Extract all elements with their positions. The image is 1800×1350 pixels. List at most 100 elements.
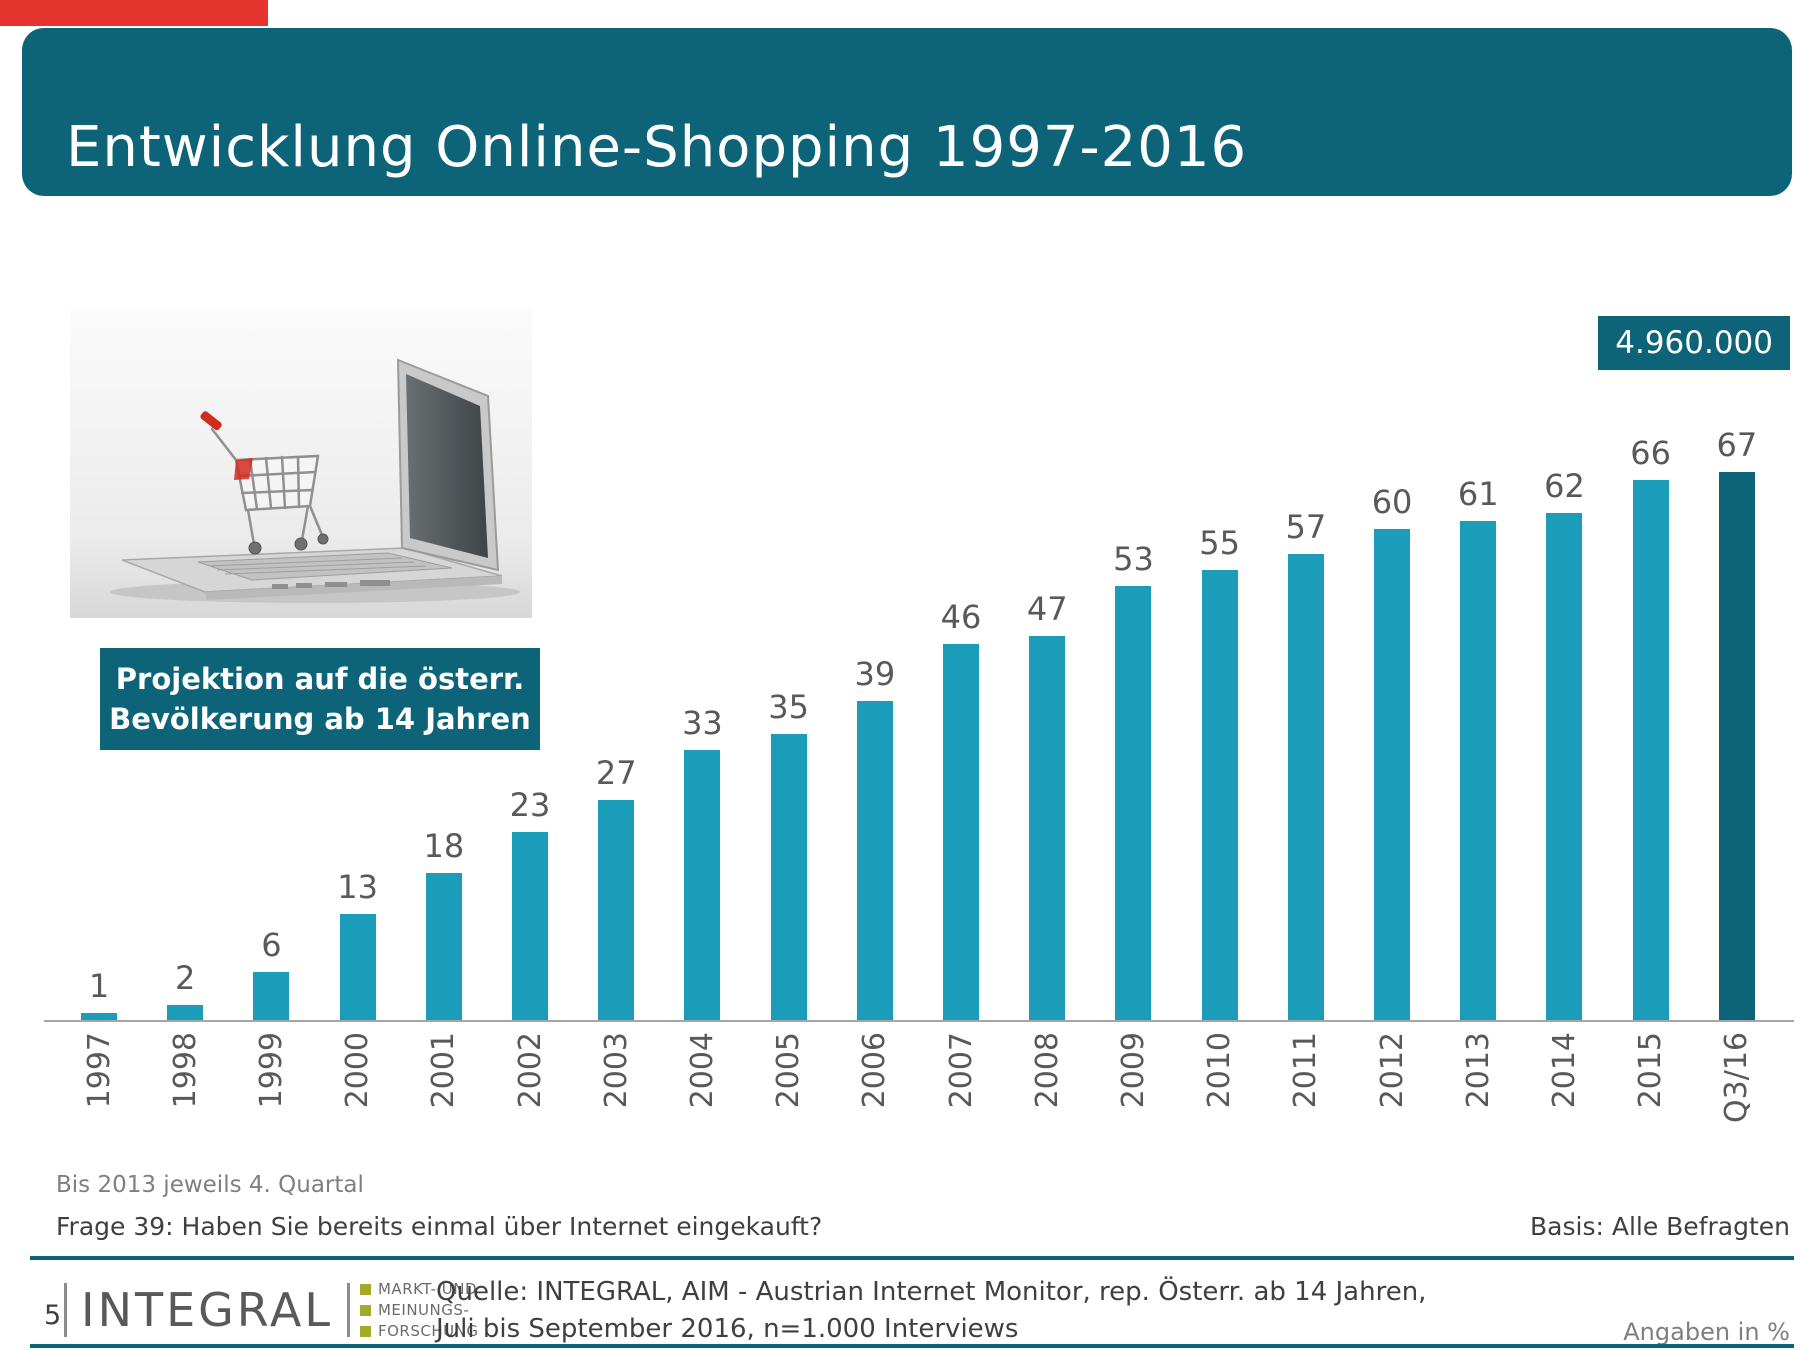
source-line2: Juli bis September 2016, n=1.000 Intervi… xyxy=(436,1313,1019,1344)
bar-column: 57 xyxy=(1273,508,1339,1021)
x-axis-tick-label: 2003 xyxy=(598,1032,634,1109)
bar-column: 60 xyxy=(1359,483,1425,1021)
bar-column: 2 xyxy=(152,959,218,1021)
page-number: 5 xyxy=(44,1300,62,1331)
logo-sub-line: MEINUNGS- xyxy=(377,1301,470,1319)
bar-column: 53 xyxy=(1100,540,1166,1021)
bar-value-label: 57 xyxy=(1285,508,1327,546)
bar-column: 1 xyxy=(66,967,132,1021)
source-note: Quelle: INTEGRAL, AIM - Austrian Interne… xyxy=(436,1274,1426,1348)
bar-column: 27 xyxy=(583,754,649,1021)
projection-line2: Bevölkerung ab 14 Jahren xyxy=(109,702,531,737)
bar-value-label: 66 xyxy=(1630,434,1672,472)
bar xyxy=(1546,513,1583,1021)
x-axis-tick-label: 1999 xyxy=(253,1032,289,1109)
green-square-icon xyxy=(359,1304,371,1316)
footnote-basis: Basis: Alle Befragten xyxy=(1530,1212,1790,1241)
bar-value-label: 53 xyxy=(1113,540,1154,578)
laptop-shopping-cart-image xyxy=(70,308,532,618)
x-axis-tick-label: 2012 xyxy=(1374,1032,1410,1109)
x-axis-line xyxy=(44,1020,1794,1022)
bar-value-label: 13 xyxy=(337,868,378,906)
footnote-question: Frage 39: Haben Sie bereits einmal über … xyxy=(56,1212,823,1241)
source-line1: Quelle: INTEGRAL, AIM - Austrian Interne… xyxy=(436,1277,1427,1307)
x-axis-tick-label: 2014 xyxy=(1546,1032,1582,1109)
slide-header: Entwicklung Online-Shopping 1997-2016 xyxy=(22,28,1792,196)
x-axis-tick-label: 2011 xyxy=(1288,1032,1324,1109)
bar xyxy=(253,972,290,1021)
bar-value-label: 39 xyxy=(854,655,896,693)
logo-sub-row: FORSCHUNG xyxy=(359,1322,479,1340)
x-axis-tick-label: 2001 xyxy=(426,1032,462,1109)
x-axis-labels: 1997 1998 1999 2000 2001 2002 2003 2004 2005 2006… xyxy=(66,1032,1770,1167)
bar xyxy=(1201,570,1238,1021)
bar xyxy=(81,1013,117,1021)
bar xyxy=(1287,554,1324,1021)
bar-column: 6 xyxy=(238,926,304,1021)
bar xyxy=(1460,521,1497,1021)
x-axis-tick-label: Q3/16 xyxy=(1719,1032,1755,1123)
bottom-border xyxy=(30,1344,1794,1348)
x-axis-tick-label: 2006 xyxy=(857,1032,893,1109)
bar-column: 55 xyxy=(1187,524,1253,1021)
bar-value-label: 60 xyxy=(1371,483,1413,521)
bar-column: 61 xyxy=(1445,475,1511,1021)
projection-total-badge: 4.960.000 xyxy=(1598,316,1790,370)
x-axis-tick-label: 2009 xyxy=(1115,1032,1151,1109)
bar xyxy=(1029,636,1066,1021)
bar-column: 66 xyxy=(1618,434,1684,1021)
red-accent-strip xyxy=(0,0,268,26)
bar-value-label: 6 xyxy=(261,926,282,964)
bar xyxy=(943,644,980,1021)
logo-sub-line: FORSCHUNG xyxy=(377,1322,479,1340)
bar-value-label: 61 xyxy=(1457,475,1499,513)
logo-subtitle: MARKT- UND MEINUNGS- FORSCHUNG xyxy=(359,1280,479,1340)
x-axis-tick-label: 1998 xyxy=(167,1032,203,1109)
x-axis-tick-label: 2010 xyxy=(1202,1032,1238,1109)
logo-sub-row: MARKT- UND xyxy=(359,1280,478,1298)
bar xyxy=(770,734,807,1021)
bar xyxy=(684,750,721,1021)
bar xyxy=(856,701,893,1021)
bar-column: 62 xyxy=(1531,467,1597,1021)
bar-value-label: 2 xyxy=(175,959,196,997)
bar-column: 18 xyxy=(411,827,477,1021)
x-axis-tick-label: 2005 xyxy=(771,1032,807,1109)
projection-line1: Projektion auf die österr. xyxy=(115,662,525,696)
green-square-icon xyxy=(359,1325,371,1337)
bar-value-label: 33 xyxy=(682,704,723,742)
green-square-icon xyxy=(359,1283,371,1295)
bar-value-label: 62 xyxy=(1544,467,1585,505)
bar-value-label: 18 xyxy=(423,827,465,865)
bar xyxy=(512,832,549,1021)
bar xyxy=(1374,529,1411,1021)
bar xyxy=(1115,586,1152,1021)
integral-logo: INTEGRAL MARKT- UND MEINUNGS- FORSCHUNG xyxy=(64,1276,479,1344)
bar-column: 39 xyxy=(842,655,908,1021)
bar-column: 35 xyxy=(756,688,822,1021)
bar xyxy=(598,800,635,1021)
bar xyxy=(425,873,462,1021)
footer-divider xyxy=(30,1256,1794,1260)
bar-column: 13 xyxy=(325,868,391,1021)
x-axis-tick-label: 1997 xyxy=(81,1032,117,1109)
x-axis-tick-label: 2004 xyxy=(684,1032,720,1109)
x-axis-tick-label: 2013 xyxy=(1460,1032,1496,1109)
units-note: Angaben in % xyxy=(1623,1318,1790,1346)
bar xyxy=(167,1005,204,1021)
bar-value-label: 1 xyxy=(88,967,110,1005)
x-axis-tick-label: 2000 xyxy=(340,1032,376,1109)
bar-value-label: 23 xyxy=(509,786,551,824)
page-title: Entwicklung Online-Shopping 1997-2016 xyxy=(66,115,1248,180)
bar-value-label: 46 xyxy=(940,598,982,636)
bar xyxy=(1632,480,1669,1021)
bar-column: 47 xyxy=(1014,590,1080,1021)
bar-chart: 1 2 6 13 18 23 27 33 35 39 46 47 53 55 57 60 61 62 66 67 xyxy=(66,426,1770,1021)
bar-column: 67 xyxy=(1704,426,1770,1021)
logo-sub-row: MEINUNGS- xyxy=(359,1301,478,1319)
bar xyxy=(339,914,376,1021)
x-axis-tick-label: 2015 xyxy=(1633,1032,1669,1109)
x-axis-tick-label: 2002 xyxy=(512,1032,548,1109)
bar-column: 46 xyxy=(928,598,994,1021)
